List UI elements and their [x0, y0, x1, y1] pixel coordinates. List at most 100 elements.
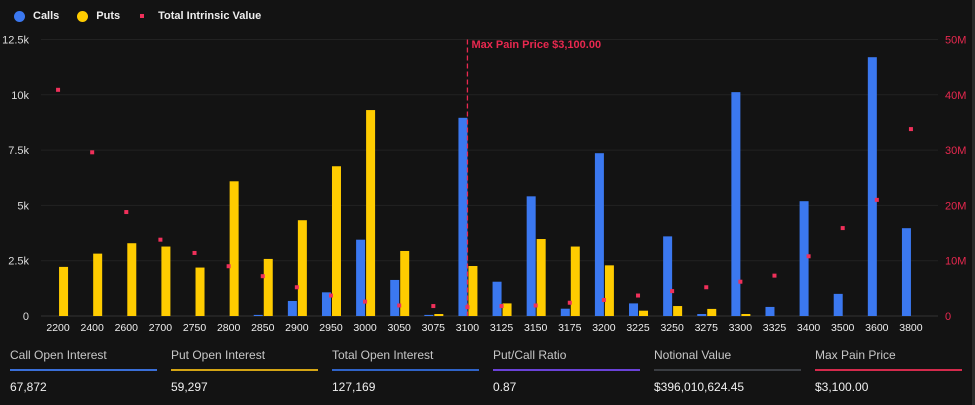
x-tick-label: 3100	[456, 322, 480, 334]
right-tick-label: 20M	[945, 200, 966, 212]
x-tick-label: 3150	[524, 322, 548, 334]
put-bar	[263, 258, 273, 316]
x-tick-label: 3225	[626, 322, 650, 334]
intrinsic-value-point	[738, 279, 743, 284]
intrinsic-value-point	[533, 303, 538, 308]
x-tick-label: 3125	[490, 322, 514, 334]
stat-divider	[332, 369, 479, 371]
intrinsic-value-point	[226, 264, 231, 269]
x-tick-label: 3400	[797, 322, 821, 334]
stat-value: 0.87	[493, 380, 517, 394]
stat-label: Call Open Interest	[10, 348, 107, 362]
put-bar	[468, 266, 478, 316]
call-bar	[560, 308, 570, 316]
legend-calls[interactable]: Calls	[14, 10, 59, 22]
right-tick-label: 10M	[945, 256, 966, 268]
call-bar	[867, 57, 877, 317]
intrinsic-value-point	[772, 273, 777, 278]
stat-value: $396,010,624.45	[654, 380, 745, 394]
intrinsic-value-point	[192, 250, 197, 255]
stat-divider	[654, 369, 801, 371]
x-tick-label: 3500	[831, 322, 855, 334]
stat-max-pain: Max Pain Price $3,100.00	[815, 348, 962, 394]
put-bar	[434, 314, 444, 316]
x-tick-label: 3600	[865, 322, 889, 334]
x-tick-label: 2400	[80, 322, 104, 334]
stat-label: Put/Call Ratio	[493, 348, 567, 362]
chart: 0 2.5k 5k 7.5k 10k 12.5k 0 10M 20M 30M 40M 50M 2200 2…	[2, 35, 966, 335]
legend-intrinsic[interactable]: Total Intrinsic Value	[138, 10, 261, 22]
x-tick-label: 3200	[592, 322, 616, 334]
x-tick-label: 2850	[251, 322, 275, 334]
stat-label: Total Open Interest	[332, 348, 434, 362]
stat-total-oi: Total Open Interest 127,169	[332, 348, 479, 394]
x-tick-label: 2800	[217, 322, 241, 334]
x-tick-label: 2700	[149, 322, 173, 334]
intrinsic-value-point	[874, 197, 879, 202]
intrinsic-value-point	[56, 87, 61, 92]
intrinsic-value-point	[908, 127, 913, 132]
max-pain-label: Max Pain Price $3,100.00	[471, 39, 601, 51]
call-bar	[253, 314, 263, 316]
intrinsic-value-point	[363, 299, 368, 304]
put-bar	[673, 306, 683, 316]
calls-dot-icon	[14, 10, 25, 22]
call-bar	[629, 303, 639, 316]
stat-value: 59,297	[171, 380, 208, 394]
intrinsic-value-point	[124, 210, 129, 215]
call-bar	[901, 228, 911, 316]
put-bar	[741, 314, 751, 316]
intrinsic-value-point	[397, 303, 402, 308]
stat-label: Max Pain Price	[815, 348, 896, 362]
call-bar	[594, 153, 604, 316]
x-tick-label: 2900	[285, 322, 309, 334]
left-tick-label: 5k	[17, 200, 29, 212]
left-tick-label: 7.5k	[8, 145, 29, 157]
left-tick-label: 10k	[11, 90, 29, 102]
legend-puts[interactable]: Puts	[77, 10, 120, 22]
intrinsic-value-point	[499, 304, 504, 309]
intrinsic-value-point	[806, 254, 811, 259]
right-tick-label: 40M	[945, 90, 966, 102]
call-bar	[697, 314, 707, 316]
call-bar	[287, 300, 297, 316]
legend-label: Total Intrinsic Value	[158, 10, 262, 22]
put-bar	[331, 166, 341, 316]
intrinsic-value-point	[328, 293, 333, 298]
call-bar	[833, 293, 843, 316]
call-bar	[492, 281, 502, 316]
stat-value: 127,169	[332, 380, 376, 394]
intrinsic-value-point	[158, 237, 163, 242]
call-bar	[663, 236, 673, 316]
intrinsic-value-point	[294, 285, 299, 290]
legend-label: Calls	[33, 10, 60, 22]
x-tick-label: 3075	[422, 322, 446, 334]
intrinsic-value-point	[704, 285, 709, 290]
right-tick-label: 0	[945, 311, 951, 323]
put-bar	[502, 303, 512, 316]
stat-put-oi: Put Open Interest 59,297	[171, 348, 318, 394]
scrollbar-edge	[972, 0, 975, 405]
x-tick-label: 3325	[763, 322, 787, 334]
stat-put-call-ratio: Put/Call Ratio 0.87	[493, 348, 640, 394]
stat-value: $3,100.00	[815, 380, 869, 394]
intrinsic-value-point	[567, 300, 572, 305]
put-bar	[707, 308, 717, 316]
stat-divider	[171, 369, 318, 371]
left-tick-label: 2.5k	[8, 256, 29, 268]
legend: Calls Puts Total Intrinsic Value	[14, 10, 279, 22]
stat-label: Notional Value	[654, 348, 732, 362]
intrinsic-value-point	[670, 289, 675, 294]
stat-label: Put Open Interest	[171, 348, 266, 362]
stat-notional-value: Notional Value $396,010,624.45	[654, 348, 801, 394]
intrinsic-value-point	[90, 150, 95, 155]
stats-row: Call Open Interest 67,872 Put Open Intere…	[10, 348, 975, 394]
right-tick-label: 50M	[945, 35, 966, 47]
intrinsic-value-point	[260, 274, 265, 279]
stat-value: 67,872	[10, 380, 47, 394]
x-tick-label: 3300	[729, 322, 753, 334]
call-bar	[390, 279, 400, 316]
x-tick-label: 3175	[558, 322, 582, 334]
x-tick-label: 2600	[115, 322, 139, 334]
